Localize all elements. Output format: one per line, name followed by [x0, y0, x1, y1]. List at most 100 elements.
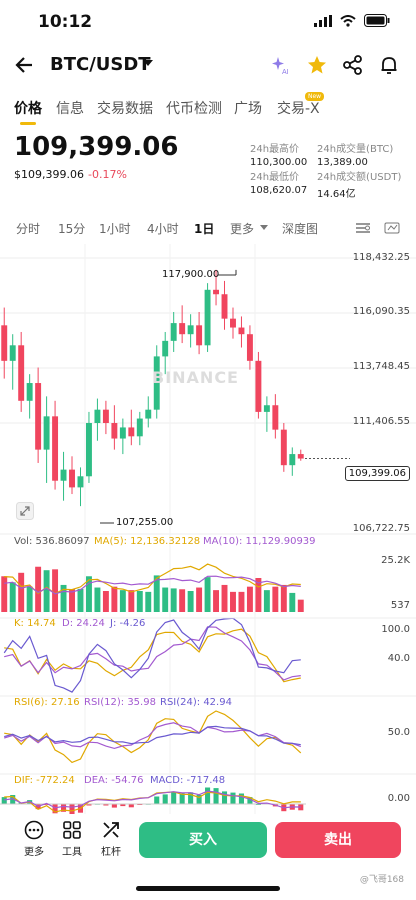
ai-sparkle-icon[interactable]: AI	[270, 54, 292, 76]
candle-body	[263, 405, 270, 412]
caret-down-icon[interactable]	[142, 58, 154, 68]
candle-body	[170, 323, 177, 341]
tf-15m[interactable]: 15分	[58, 222, 86, 236]
star-icon[interactable]	[306, 54, 328, 76]
candle-body	[69, 469, 75, 488]
y-label: 106,722.75	[352, 523, 410, 534]
volume-bar	[179, 589, 186, 612]
volume-bar	[94, 587, 101, 612]
stat-amount-value: 14.64亿	[317, 189, 356, 200]
more-caret-icon[interactable]	[260, 225, 268, 231]
tab-trade-data[interactable]: 交易数据	[97, 101, 153, 117]
macd-value: MACD: -717.48	[150, 775, 226, 786]
tools-button[interactable]: 工具	[54, 820, 90, 858]
volume-bar	[52, 569, 59, 612]
back-arrow-icon[interactable]	[12, 52, 38, 78]
expand-icon[interactable]	[16, 502, 34, 520]
macd-bar	[221, 791, 228, 804]
volume-bar	[111, 586, 118, 612]
app-header: BTC/USDT AI	[0, 48, 416, 86]
tf-1d[interactable]: 1日	[194, 222, 215, 236]
candle-body	[94, 409, 101, 423]
volume-bar	[69, 589, 75, 612]
candle-body	[179, 323, 186, 335]
tab-price[interactable]: 价格	[14, 101, 42, 117]
kline-chart[interactable]	[0, 244, 416, 814]
tf-4h[interactable]: 4小时	[147, 222, 179, 236]
macd-dif: DIF: -772.24	[14, 775, 75, 786]
rsi-y-mid: 50.0	[387, 727, 410, 738]
tf-depth[interactable]: 深度图	[282, 222, 319, 236]
tab-trade-x[interactable]: 交易-X	[277, 101, 320, 117]
chart-area[interactable]: 118,432.25 116,090.35 113,748.45 111,406…	[0, 244, 416, 814]
bell-icon[interactable]	[378, 54, 400, 76]
candle-body	[35, 383, 42, 450]
stat-vol-label: 24h成交量(BTC)	[317, 144, 394, 155]
candle-body	[145, 409, 152, 419]
rsi-24: RSI(24): 42.94	[160, 697, 232, 708]
volume-bar	[60, 584, 67, 612]
candle-body	[1, 325, 8, 361]
kdj-k-line	[4, 628, 301, 683]
macd-bar	[188, 792, 194, 804]
macd-bar	[179, 793, 185, 804]
tab-token-check[interactable]: 代币检测	[166, 101, 222, 117]
leverage-icon	[103, 822, 119, 838]
share-icon[interactable]	[342, 54, 364, 76]
more-button[interactable]: 更多	[16, 820, 52, 858]
candle-body	[18, 345, 25, 401]
volume-bar	[153, 575, 160, 612]
macd-bar	[171, 792, 177, 804]
volume-bar	[238, 591, 245, 612]
price-change: -0.17%	[87, 168, 127, 181]
candle-body	[162, 340, 169, 357]
macd-bar	[238, 793, 244, 804]
macd-bar	[120, 804, 126, 807]
y-label: 118,432.25	[352, 252, 410, 263]
tf-line[interactable]: 分时	[16, 222, 41, 236]
indicator-settings-icon[interactable]	[355, 220, 371, 236]
volume-bar	[289, 592, 296, 612]
stat-vol-value: 13,389.00	[317, 157, 368, 168]
volume-bar	[221, 584, 228, 612]
wifi-icon	[340, 14, 356, 27]
rsi-6-line	[4, 710, 302, 764]
candle-body	[128, 427, 135, 437]
chart-settings-icon[interactable]	[384, 220, 400, 236]
volume-bar	[1, 576, 8, 612]
home-indicator[interactable]	[136, 886, 280, 891]
sell-button[interactable]: 卖出	[275, 822, 401, 858]
tab-square[interactable]: 广场	[234, 101, 262, 117]
vol-y-bot: 537	[390, 600, 410, 611]
header-actions: AI	[270, 54, 400, 76]
volume-bar	[213, 590, 220, 612]
kdj-y-top: 100.0	[381, 624, 410, 635]
candle-body	[43, 416, 50, 450]
buy-button[interactable]: 买入	[139, 822, 267, 858]
watermark-text: @飞哥168	[359, 875, 404, 885]
tf-1h[interactable]: 1小时	[99, 222, 131, 236]
volume-bar	[162, 587, 169, 612]
signal-icon	[314, 14, 332, 27]
candle-body	[255, 360, 262, 412]
bottom-bar: 更多 工具 杠杆 买入 卖出	[0, 812, 416, 872]
pair-title[interactable]: BTC/USDT	[50, 54, 151, 75]
volume-bar	[204, 577, 211, 612]
y-label: 116,090.35	[352, 306, 410, 317]
candle-body	[26, 383, 33, 401]
candle-body	[272, 405, 279, 430]
rsi-12: RSI(12): 35.98	[84, 697, 156, 708]
rsi-6: RSI(6): 27.16	[14, 697, 80, 708]
tab-info[interactable]: 信息	[56, 101, 84, 117]
stat-high-value: 110,300.00	[250, 157, 308, 168]
stat-low-label: 24h最低价	[250, 172, 300, 183]
macd-y-mid: 0.00	[387, 793, 410, 804]
candle-body	[85, 422, 92, 477]
candle-body	[204, 289, 211, 346]
stat-high-label: 24h最高价	[250, 144, 300, 155]
kdj-j-line	[3, 617, 301, 693]
leverage-button[interactable]: 杠杆	[93, 820, 129, 858]
low-marker: 107,255.00	[116, 517, 174, 528]
tf-more[interactable]: 更多	[230, 222, 255, 236]
timeframe-bar: 分时 15分 1小时 4小时 1日 更多 深度图	[0, 216, 416, 240]
